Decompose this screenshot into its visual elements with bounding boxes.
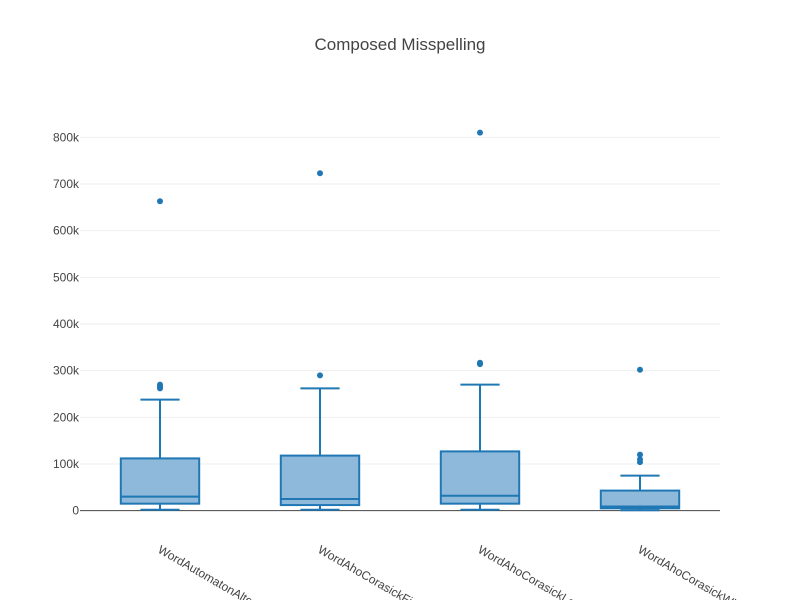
outlier-point [157,381,163,388]
outlier-point [317,170,323,177]
outlier-point [637,366,643,373]
chart-title: Composed Misspelling [314,35,485,54]
box-group [439,129,521,511]
y-tick-label: 800k [53,130,80,144]
y-tick-label: 200k [53,410,80,424]
outlier-point [317,372,323,379]
y-tick-label: 700k [53,177,80,191]
outlier-point [477,129,483,136]
box-series [119,129,681,512]
iqr-box [599,489,681,510]
y-tick-label: 500k [53,270,80,284]
outlier-point [637,451,643,458]
iqr-box [279,454,361,507]
y-tick-label: 600k [53,224,80,238]
y-tick-label: 0 [72,504,79,518]
outlier-point [157,198,163,205]
y-axis-tick-labels: 0 100k 200k 300k 400k 500k 600k 700k 800k [53,130,80,517]
outlier-point [637,456,643,463]
box-group [119,198,201,511]
y-tick-label: 100k [53,457,80,471]
y-tick-label: 300k [53,364,80,378]
box-group [599,366,681,512]
y-tick-label: 400k [53,317,80,331]
outlier-point [477,359,483,366]
box-group [279,170,361,511]
